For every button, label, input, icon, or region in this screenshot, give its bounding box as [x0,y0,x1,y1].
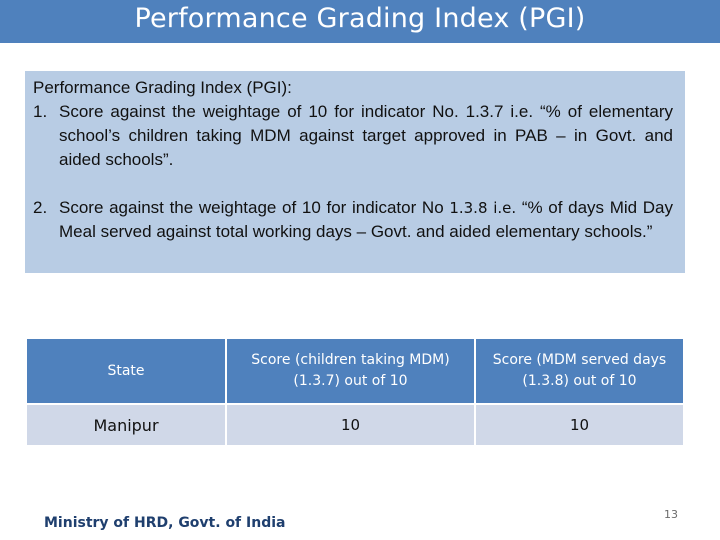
item-indicator: 1.3.8 i.e. [449,199,517,217]
indicator-list: 1. Score against the weightage of 10 for… [33,100,673,244]
item-number: 2. [33,198,48,217]
slide-title: Performance Grading Index (PGI) [134,3,586,34]
score-table: State Score (children taking MDM) (1.3.7… [25,337,685,447]
header-state: State [27,339,225,403]
pgi-info-box: Performance Grading Index (PGI): 1. Scor… [25,71,685,273]
title-bar: Performance Grading Index (PGI) [0,0,720,43]
item-text: Score against the weightage of 10 for in… [59,102,673,169]
header-score-mdm-children: Score (children taking MDM) (1.3.7) out … [227,339,474,403]
table-row: Manipur 10 10 [27,405,683,445]
list-item: 2. Score against the weightage of 10 for… [33,196,673,244]
table-header-row: State Score (children taking MDM) (1.3.7… [27,339,683,403]
item-text-after: “% of days Mid Day Meal served against t… [59,198,673,241]
info-heading: Performance Grading Index (PGI): [33,78,292,97]
item-text-before: Score against the weightage of 10 for in… [59,198,450,217]
item-number: 1. [33,102,48,121]
header-score-mdm-days: Score (MDM served days (1.3.8) out of 10 [476,339,683,403]
cell-score-1-3-8: 10 [476,405,683,445]
cell-state: Manipur [27,405,225,445]
page-number: 13 [664,508,678,521]
footer-ministry: Ministry of HRD, Govt. of India [44,515,286,531]
cell-score-1-3-7: 10 [227,405,474,445]
list-item: 1. Score against the weightage of 10 for… [33,100,673,172]
